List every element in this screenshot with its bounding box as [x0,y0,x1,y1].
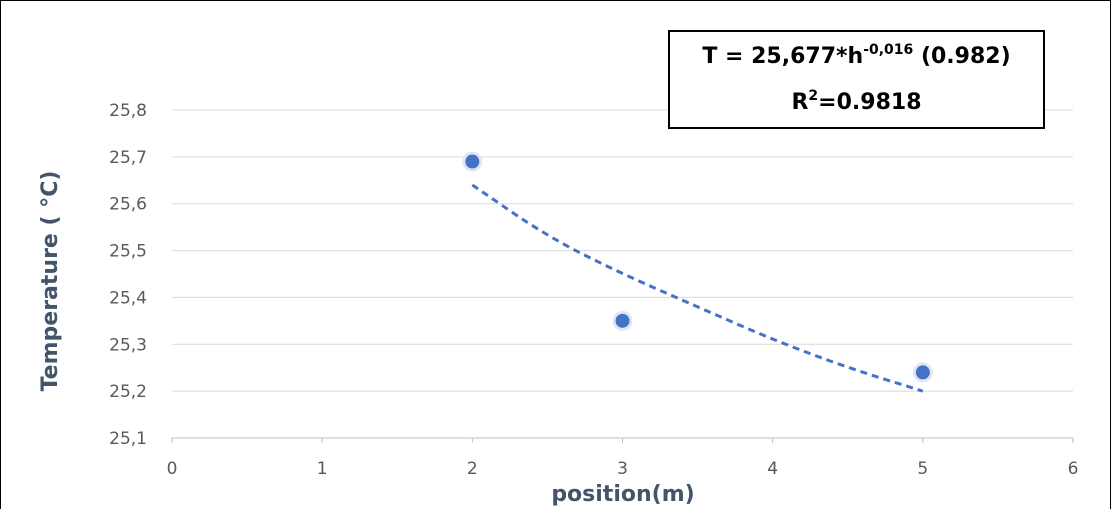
x-tick-label: 5 [917,459,928,479]
x-axis-title: position(m) [551,482,694,507]
x-tick-label: 3 [617,459,628,479]
data-point [615,313,630,328]
y-tick-label: 25,3 [109,335,147,355]
y-tick-label: 25,6 [109,195,147,215]
y-tick-label: 25,2 [109,382,147,402]
equation-box: T = 25,677*h-0,016 (0.982) R2=0.9818 [668,30,1045,129]
data-points [462,151,933,383]
x-tick-label: 4 [767,459,778,479]
y-tick-label: 25,7 [109,148,147,168]
y-tick-label: 25,8 [109,101,147,121]
r-squared-line: R2=0.9818 [670,88,1043,115]
r-squared-exponent: 2 [808,88,819,104]
x-tick-label: 1 [317,459,328,479]
y-axis-title: Temperature ( °C) [38,171,63,392]
equation-main: T = 25,677*h [702,44,864,69]
equation-tail: (0.982) [913,44,1011,69]
x-tick-label: 2 [467,459,478,479]
x-tick-labels: 0 1 2 3 4 5 6 [167,438,1079,479]
y-tick-label: 25,1 [109,429,147,449]
trendline [471,183,924,393]
r-squared-main: R [791,90,809,115]
data-point [915,365,930,380]
y-tick-label: 25,5 [109,242,147,262]
x-tick-label: 6 [1068,459,1079,479]
x-tick-label: 0 [167,459,178,479]
y-tick-labels: 25,1 25,2 25,3 25,4 25,5 25,6 25,7 25,8 [109,101,147,449]
data-point [465,154,480,169]
r-squared-tail: =0.9818 [818,90,922,115]
y-tick-label: 25,4 [109,288,147,308]
equation-line: T = 25,677*h-0,016 (0.982) [670,42,1043,69]
equation-exponent: -0,016 [863,42,914,58]
